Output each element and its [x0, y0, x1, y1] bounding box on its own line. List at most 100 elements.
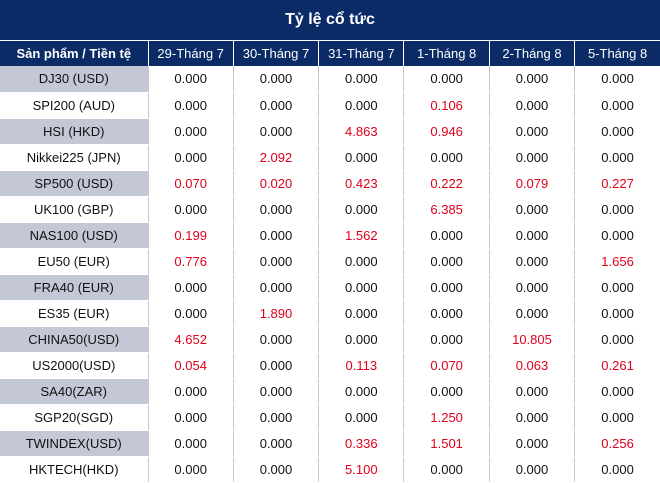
value-cell: 0.000 [148, 430, 234, 457]
value-cell: 0.000 [233, 378, 320, 405]
value-cell: 0.000 [574, 300, 660, 327]
value-cell: 0.000 [233, 274, 320, 301]
product-cell: TWINDEX(USD) [0, 430, 149, 457]
value-cell: 0.000 [318, 300, 405, 327]
table-title: Tỷ lệ cổ tức [0, 0, 660, 41]
value-cell: 0.000 [233, 326, 320, 353]
product-cell: NAS100 (USD) [0, 222, 149, 249]
value-cell: 0.000 [318, 326, 405, 353]
value-cell: 5.100 [318, 456, 405, 483]
value-cell: 0.000 [489, 118, 576, 145]
value-cell: 0.000 [489, 378, 576, 405]
table-row: NAS100 (USD) 0.199 0.000 1.562 0.000 0.000 0.0… [0, 222, 660, 249]
table-row: HSI (HKD) 0.000 0.000 4.863 0.946 0.000 0.000 [0, 118, 660, 145]
table-row: SGP20(SGD) 0.000 0.000 0.000 1.250 0.000 0.000 [0, 404, 660, 431]
value-cell: 0.000 [403, 326, 490, 353]
value-cell: 0.000 [233, 404, 320, 431]
value-cell: 0.000 [233, 118, 320, 145]
value-cell: 0.000 [148, 118, 234, 145]
dividend-table: Sản phẩm / Tiền tệ 29-Tháng 7 30-Tháng 7… [0, 41, 660, 483]
header-product: Sản phẩm / Tiền tệ [0, 41, 149, 66]
product-cell: DJ30 (USD) [0, 66, 149, 93]
value-cell: 0.000 [148, 92, 234, 119]
value-cell: 0.000 [318, 274, 405, 301]
value-cell: 0.000 [574, 274, 660, 301]
value-cell: 0.000 [403, 66, 490, 93]
value-cell: 0.000 [489, 404, 576, 431]
product-cell: ES35 (EUR) [0, 300, 149, 327]
value-cell: 0.000 [233, 430, 320, 457]
table-row: FRA40 (EUR) 0.000 0.000 0.000 0.000 0.000 0.00… [0, 274, 660, 301]
table-row: DJ30 (USD) 0.000 0.000 0.000 0.000 0.000 0.000 [0, 66, 660, 93]
value-cell: 0.000 [148, 378, 234, 405]
value-cell: 1.250 [403, 404, 490, 431]
value-cell: 0.000 [318, 248, 405, 275]
value-cell: 0.256 [574, 430, 660, 457]
value-cell: 0.000 [148, 456, 234, 483]
value-cell: 2.092 [233, 144, 320, 171]
product-cell: US2000(USD) [0, 352, 149, 379]
header-date: 2-Tháng 8 [489, 41, 576, 66]
value-cell: 0.000 [403, 144, 490, 171]
value-cell: 0.000 [403, 274, 490, 301]
value-cell: 0.000 [489, 196, 576, 223]
value-cell: 0.000 [148, 66, 234, 93]
value-cell: 0.000 [233, 248, 320, 275]
value-cell: 0.000 [574, 66, 660, 93]
value-cell: 0.000 [233, 66, 320, 93]
value-cell: 4.652 [148, 326, 234, 353]
value-cell: 1.890 [233, 300, 320, 327]
value-cell: 0.000 [318, 144, 405, 171]
value-cell: 1.501 [403, 430, 490, 457]
product-cell: UK100 (GBP) [0, 196, 149, 223]
value-cell: 0.000 [233, 222, 320, 249]
product-cell: SA40(ZAR) [0, 378, 149, 405]
table-row: US2000(USD) 0.054 0.000 0.113 0.070 0.063 0.26… [0, 352, 660, 379]
header-date: 30-Tháng 7 [233, 41, 320, 66]
product-cell: SP500 (USD) [0, 170, 149, 197]
value-cell: 0.106 [403, 92, 490, 119]
value-cell: 0.000 [148, 144, 234, 171]
value-cell: 0.000 [233, 92, 320, 119]
table-row: EU50 (EUR) 0.776 0.000 0.000 0.000 0.000 1.656 [0, 248, 660, 275]
value-cell: 0.000 [489, 248, 576, 275]
value-cell: 0.000 [233, 352, 320, 379]
product-cell: Nikkei225 (JPN) [0, 144, 149, 171]
value-cell: 0.261 [574, 352, 660, 379]
value-cell: 0.000 [489, 144, 576, 171]
value-cell: 0.000 [574, 456, 660, 483]
table-row: TWINDEX(USD) 0.000 0.000 0.336 1.501 0.000 0.2… [0, 430, 660, 457]
product-cell: SPI200 (AUD) [0, 92, 149, 119]
product-cell: HSI (HKD) [0, 118, 149, 145]
product-cell: HKTECH(HKD) [0, 456, 149, 483]
value-cell: 0.079 [489, 170, 576, 197]
value-cell: 0.113 [318, 352, 405, 379]
value-cell: 0.000 [318, 378, 405, 405]
value-cell: 0.000 [489, 222, 576, 249]
value-cell: 0.000 [148, 300, 234, 327]
value-cell: 10.805 [489, 326, 576, 353]
value-cell: 0.000 [574, 196, 660, 223]
value-cell: 0.000 [489, 92, 576, 119]
table-row: SA40(ZAR) 0.000 0.000 0.000 0.000 0.000 0.000 [0, 378, 660, 405]
value-cell: 0.000 [403, 378, 490, 405]
header-date: 29-Tháng 7 [148, 41, 234, 66]
product-cell: CHINA50(USD) [0, 326, 149, 353]
value-cell: 0.000 [318, 196, 405, 223]
table-row: ES35 (EUR) 0.000 1.890 0.000 0.000 0.000 0.000 [0, 300, 660, 327]
value-cell: 0.000 [233, 456, 320, 483]
value-cell: 4.863 [318, 118, 405, 145]
value-cell: 0.227 [574, 170, 660, 197]
value-cell: 0.070 [403, 352, 490, 379]
value-cell: 0.000 [403, 222, 490, 249]
header-date: 31-Tháng 7 [318, 41, 405, 66]
value-cell: 0.000 [148, 196, 234, 223]
value-cell: 0.000 [403, 456, 490, 483]
table-row: UK100 (GBP) 0.000 0.000 0.000 6.385 0.000 0.00… [0, 196, 660, 223]
value-cell: 0.000 [574, 144, 660, 171]
value-cell: 0.000 [574, 404, 660, 431]
value-cell: 0.000 [403, 300, 490, 327]
product-cell: FRA40 (EUR) [0, 274, 149, 301]
value-cell: 0.000 [574, 92, 660, 119]
